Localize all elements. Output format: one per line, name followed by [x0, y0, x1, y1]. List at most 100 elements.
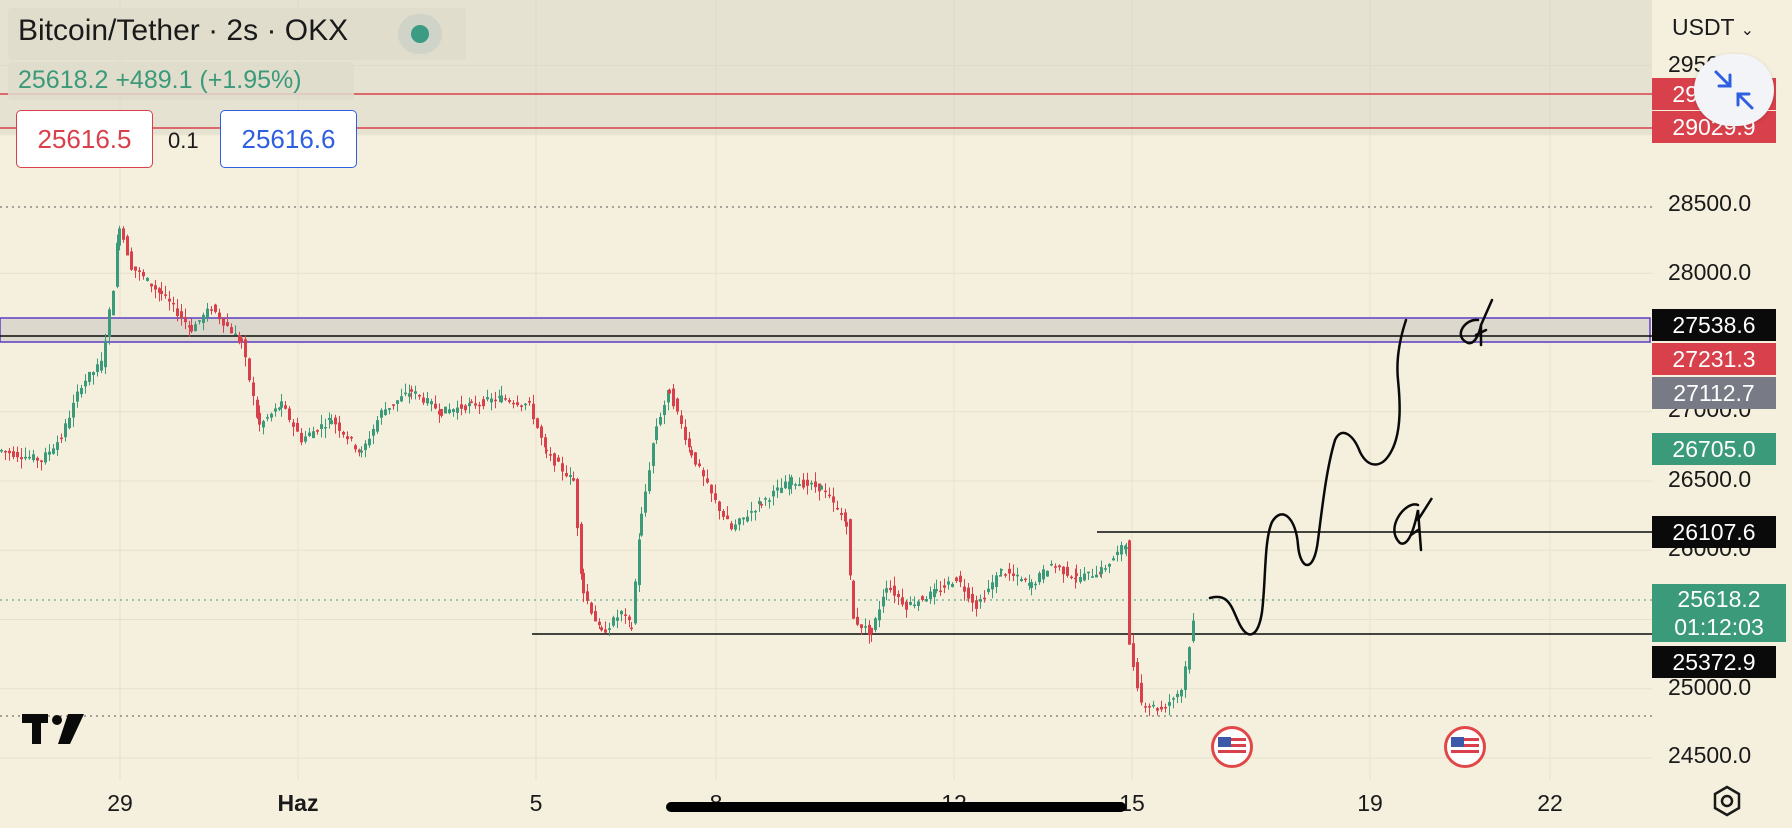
candle-body	[1176, 693, 1179, 698]
candle-body	[72, 402, 75, 418]
candle-body	[1046, 570, 1049, 577]
candle-body	[1075, 573, 1078, 576]
market-status-button[interactable]	[398, 14, 442, 54]
candle-body	[698, 463, 701, 467]
candle-body	[372, 428, 375, 436]
price-label-last: 25618.2 01:12:03	[1652, 584, 1786, 642]
candle-body	[694, 452, 697, 465]
settings-gear-icon[interactable]	[1710, 784, 1744, 818]
candle-body	[350, 436, 353, 439]
buy-price-button[interactable]: 25616.6	[220, 110, 357, 168]
candle-body	[776, 487, 779, 491]
candle-body	[718, 501, 721, 511]
candle-body	[868, 624, 871, 636]
candle-body	[300, 432, 303, 443]
candle-body	[392, 404, 395, 406]
candle-body	[616, 617, 619, 621]
candle-body	[12, 451, 15, 457]
price-label-zone[interactable]: 27538.6	[1652, 309, 1776, 341]
price-label-resistance[interactable]: 26107.6	[1652, 516, 1776, 548]
candle-body	[468, 403, 471, 407]
candle-body	[320, 424, 323, 429]
candle-body	[1062, 566, 1065, 575]
price-label-prev: 27112.7	[1652, 377, 1776, 409]
candle-body	[955, 577, 958, 582]
time-label: 19	[1357, 790, 1383, 816]
candle-body	[860, 624, 863, 629]
candle-body	[1024, 578, 1027, 581]
candle-body	[76, 391, 79, 402]
candle-body	[991, 582, 994, 590]
symbol-title[interactable]: Bitcoin/Tether · 2s · OKX	[18, 14, 349, 47]
candle-body	[516, 402, 519, 406]
candle-body	[330, 420, 333, 425]
candle-body	[598, 621, 601, 626]
candle-body	[438, 410, 441, 415]
candle-body	[582, 572, 585, 594]
candle-body	[270, 413, 273, 418]
tradingview-logo-icon[interactable]	[22, 712, 88, 746]
candle-body	[794, 484, 797, 486]
collapse-button[interactable]	[1694, 54, 1774, 126]
candle-body	[190, 325, 193, 332]
candle-body	[180, 311, 183, 319]
price-change: +489.1 (+1.95%)	[115, 66, 302, 94]
candle-body	[684, 426, 687, 441]
candle-body	[849, 519, 852, 576]
candle-body	[680, 415, 683, 424]
candle-body	[659, 416, 662, 425]
candle-body	[134, 266, 137, 271]
us-flag-event-icon[interactable]	[1444, 726, 1486, 768]
candle-body	[414, 391, 417, 394]
candle-body	[652, 443, 655, 466]
price-label-support[interactable]: 25372.9	[1652, 646, 1776, 678]
candle-body	[150, 283, 153, 287]
candle-body	[520, 405, 523, 407]
candle-body	[999, 575, 1002, 577]
candle-body	[20, 457, 23, 460]
sell-price-button[interactable]: 25616.5	[16, 110, 153, 168]
candle-body	[1091, 576, 1094, 578]
candle-body	[832, 496, 835, 503]
candle-body	[1164, 706, 1167, 709]
candle-body	[1108, 563, 1111, 567]
candle-body	[746, 516, 749, 522]
candle-body	[60, 437, 63, 440]
candle-body	[342, 431, 345, 435]
candle-body	[734, 524, 737, 530]
candle-body	[1184, 666, 1187, 690]
candle-body	[1144, 706, 1147, 708]
candle-body	[360, 450, 363, 453]
candle-body	[64, 423, 67, 438]
candle-body	[1188, 647, 1191, 670]
candle-body	[1008, 568, 1011, 574]
candle-body	[346, 436, 349, 440]
candle-body	[586, 591, 589, 601]
candle-body	[668, 389, 671, 394]
candle-body	[655, 426, 658, 441]
candle-body	[1038, 573, 1041, 583]
candle-body	[532, 403, 535, 420]
candle-body	[234, 333, 237, 336]
candle-body	[540, 426, 543, 438]
candle-body	[198, 320, 201, 322]
candle-body	[278, 407, 281, 410]
candle-body	[905, 601, 908, 610]
candle-body	[624, 614, 627, 616]
candle-body	[202, 314, 205, 323]
candle-body	[882, 596, 885, 607]
price-row-bg	[8, 62, 354, 100]
us-flag-event-icon[interactable]	[1211, 726, 1253, 768]
candle-body	[388, 408, 391, 410]
candle-body	[790, 477, 793, 485]
candle-body	[810, 482, 813, 485]
candle-body	[486, 397, 489, 400]
last-price-change: 25618.2 +489.1 (+1.95%)	[18, 66, 302, 95]
us-flag-stripes	[1218, 737, 1246, 753]
currency-selector[interactable]: USDT ⌄	[1672, 14, 1754, 41]
time-label: 5	[529, 790, 543, 816]
candle-body	[508, 400, 511, 402]
candle-body	[154, 285, 157, 290]
candle-body	[742, 517, 745, 520]
drawn-mark-upper	[1459, 298, 1494, 347]
